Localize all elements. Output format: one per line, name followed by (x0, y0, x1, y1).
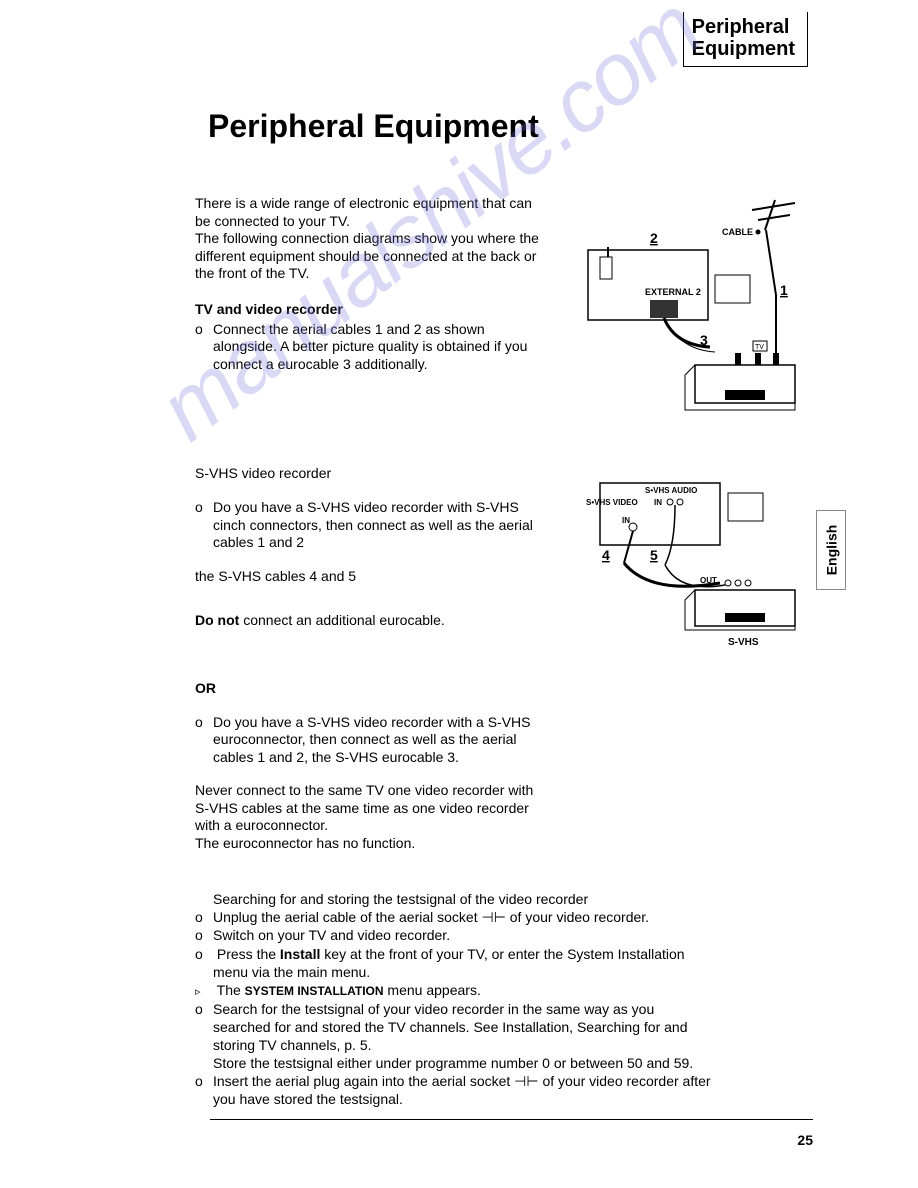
bottom-b3: Press the Install key at the front of yo… (195, 945, 715, 981)
footer-rule (210, 1119, 813, 1120)
bottom-b1: Unplug the aerial cable of the aerial so… (195, 908, 715, 926)
bullet-icon: o (195, 714, 213, 767)
cable-label: CABLE (722, 227, 753, 237)
header-box: Peripheral Equipment (683, 12, 808, 67)
or-label: OR (195, 680, 540, 696)
bullet-icon: o (195, 499, 213, 552)
header-line2: Equipment (692, 38, 795, 60)
external2-label: EXTERNAL 2 (645, 287, 701, 297)
do-not-bold: Do not (195, 612, 239, 628)
bottom-heading: Searching for and storing the testsignal… (195, 890, 715, 908)
diagram-svhs: S•VHS AUDIO S•VHS VIDEO IN IN 4 5 OUT S-… (580, 475, 810, 650)
out-label: OUT (700, 576, 717, 585)
diagram-tv-vcr: CABLE 1 EXTERNAL 2 TV 2 3 (580, 195, 810, 415)
label-5: 5 (650, 547, 658, 563)
in-label-2: IN (622, 516, 630, 525)
section1-heading: TV and video recorder (195, 301, 540, 317)
label-1: 1 (780, 282, 788, 298)
bottom-b5: Search for the testsignal of your video … (195, 1000, 715, 1055)
label-4: 4 (602, 547, 610, 563)
label-2: 2 (650, 230, 658, 246)
page-number: 25 (797, 1132, 813, 1148)
section2-line3: Do not connect an additional eurocable. (195, 612, 540, 628)
in-label-1: IN (654, 498, 662, 507)
bullet-icon: o (195, 321, 213, 374)
section2-heading: S-VHS video recorder (195, 465, 540, 481)
section1-bullet: Connect the aerial cables 1 and 2 as sho… (213, 321, 540, 374)
language-label: English (823, 525, 839, 576)
bottom-b5-cont: Store the testsignal either under progra… (195, 1054, 715, 1072)
do-not-rest: connect an additional eurocable. (239, 612, 444, 628)
section2-bullet1: Do you have a S-VHS video recorder with … (213, 499, 540, 552)
intro-paragraph: There is a wide range of electronic equi… (195, 195, 540, 283)
svhs-audio-label: S•VHS AUDIO (645, 486, 697, 495)
header-line1: Peripheral (692, 16, 795, 38)
page-title: Peripheral Equipment (208, 108, 539, 145)
bottom-b4: The SYSTEM INSTALLATION menu appears. (195, 981, 715, 1000)
bottom-b6: Insert the aerial plug again into the ae… (195, 1072, 715, 1108)
bottom-section: Searching for and storing the testsignal… (195, 890, 715, 1109)
section2-note: Never connect to the same TV one video r… (195, 782, 540, 852)
tv-label: TV (755, 344, 764, 351)
section2-line2: the S-VHS cables 4 and 5 (195, 568, 540, 584)
bottom-b2: Switch on your TV and video recorder. (195, 926, 715, 944)
intro-p2: The following connection diagrams show y… (195, 230, 539, 281)
intro-p1: There is a wide range of electronic equi… (195, 195, 532, 229)
section2-bullet2: Do you have a S-VHS video recorder with … (213, 714, 540, 767)
language-tab: English (816, 510, 846, 590)
svhs-label: S-VHS (728, 637, 759, 648)
svhs-video-label: S•VHS VIDEO (586, 498, 638, 507)
